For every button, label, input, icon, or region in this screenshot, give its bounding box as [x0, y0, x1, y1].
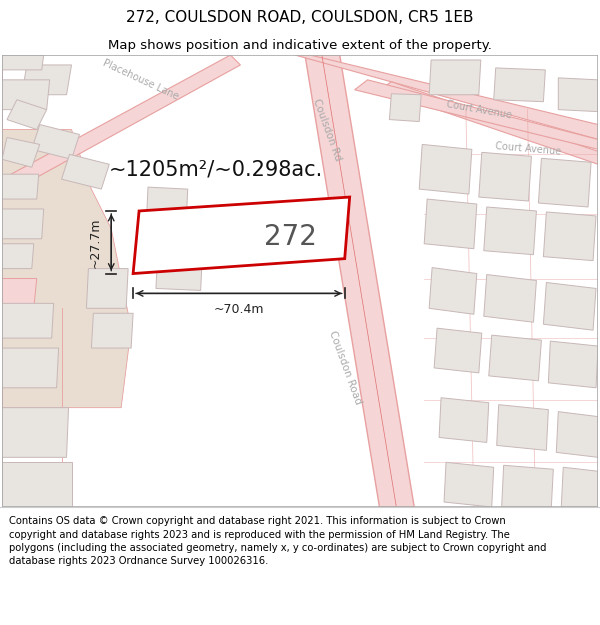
Text: 272, COULSDON ROAD, COULSDON, CR5 1EB: 272, COULSDON ROAD, COULSDON, CR5 1EB: [126, 10, 474, 25]
Polygon shape: [389, 94, 421, 121]
Polygon shape: [561, 468, 598, 507]
Polygon shape: [419, 144, 472, 194]
Polygon shape: [497, 404, 548, 451]
Text: Court Avenue: Court Avenue: [495, 141, 562, 158]
Polygon shape: [2, 174, 39, 199]
Polygon shape: [538, 158, 591, 207]
Polygon shape: [62, 154, 109, 189]
Polygon shape: [2, 138, 40, 168]
Text: Placehouse Lane: Placehouse Lane: [101, 58, 181, 102]
Polygon shape: [434, 328, 482, 373]
Text: 272: 272: [263, 222, 317, 251]
Polygon shape: [502, 465, 553, 507]
Polygon shape: [439, 398, 489, 442]
Polygon shape: [2, 129, 131, 408]
Polygon shape: [444, 462, 494, 507]
Polygon shape: [305, 55, 414, 507]
Polygon shape: [494, 68, 545, 102]
Polygon shape: [2, 209, 44, 239]
Polygon shape: [156, 247, 203, 291]
Polygon shape: [2, 408, 68, 458]
Polygon shape: [558, 78, 598, 112]
Text: Map shows position and indicative extent of the property.: Map shows position and indicative extent…: [108, 39, 492, 51]
Polygon shape: [355, 80, 598, 149]
Polygon shape: [484, 207, 536, 254]
Polygon shape: [2, 462, 71, 507]
Polygon shape: [2, 279, 37, 328]
Polygon shape: [479, 152, 532, 201]
Polygon shape: [429, 268, 477, 314]
Polygon shape: [424, 199, 477, 249]
Polygon shape: [2, 80, 50, 109]
Polygon shape: [295, 55, 598, 139]
Polygon shape: [484, 274, 536, 322]
Text: Contains OS data © Crown copyright and database right 2021. This information is : Contains OS data © Crown copyright and d…: [9, 516, 547, 566]
Polygon shape: [489, 335, 541, 381]
Polygon shape: [91, 313, 133, 348]
Text: ~70.4m: ~70.4m: [213, 303, 263, 316]
Polygon shape: [22, 65, 71, 95]
Polygon shape: [2, 244, 34, 269]
Polygon shape: [548, 341, 598, 388]
Text: ~27.7m: ~27.7m: [88, 217, 101, 268]
Polygon shape: [133, 197, 350, 274]
Text: Coulsdon Road: Coulsdon Road: [327, 329, 362, 406]
Text: Court Avenue: Court Avenue: [445, 99, 512, 120]
Polygon shape: [32, 124, 79, 159]
Polygon shape: [7, 100, 47, 129]
Polygon shape: [544, 212, 596, 261]
Polygon shape: [2, 55, 44, 70]
Text: ~1205m²/~0.298ac.: ~1205m²/~0.298ac.: [109, 159, 323, 179]
Polygon shape: [86, 269, 128, 308]
Polygon shape: [544, 282, 596, 330]
Polygon shape: [146, 187, 188, 231]
Polygon shape: [2, 55, 241, 191]
Polygon shape: [556, 412, 598, 458]
Polygon shape: [429, 60, 481, 95]
Polygon shape: [2, 348, 59, 388]
Polygon shape: [2, 303, 53, 338]
Polygon shape: [379, 82, 598, 164]
Text: Coulsdon Rd: Coulsdon Rd: [311, 97, 343, 162]
